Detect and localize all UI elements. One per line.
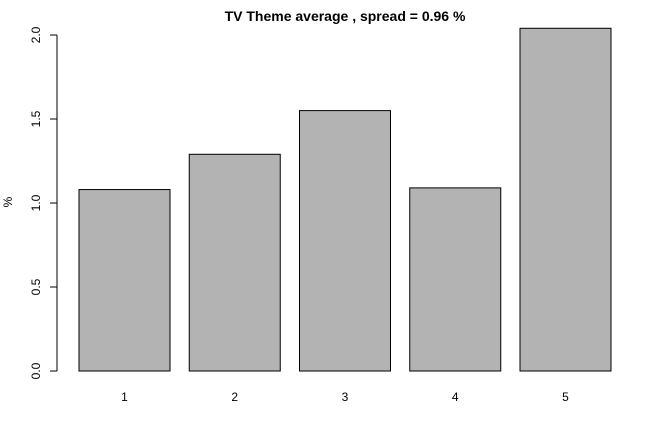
bar-5 bbox=[519, 27, 612, 372]
x-axis-tick-label: 3 bbox=[342, 390, 349, 404]
bar-2 bbox=[188, 153, 281, 372]
x-axis-tick-label: 4 bbox=[452, 390, 459, 404]
y-axis-tick-label: 0.5 bbox=[29, 278, 43, 295]
bar-4 bbox=[409, 187, 502, 372]
chart-title: TV Theme average , spread = 0.96 % bbox=[225, 8, 466, 24]
y-axis-tick-label: 1.5 bbox=[29, 110, 43, 127]
y-axis: 0.0 0.5 1.0 1.5 2.0 bbox=[29, 26, 58, 379]
x-axis-tick-label: 5 bbox=[562, 390, 569, 404]
y-axis-tick-label: 1.0 bbox=[29, 194, 43, 211]
y-axis-label: % bbox=[1, 196, 15, 207]
y-axis-tick-label: 0.0 bbox=[29, 362, 43, 379]
bar-1 bbox=[78, 189, 171, 372]
bars-group bbox=[78, 27, 612, 372]
bar-3 bbox=[299, 110, 391, 372]
x-axis-tick-labels: 1 2 3 4 5 bbox=[121, 390, 569, 404]
x-axis-tick-label: 1 bbox=[121, 390, 128, 404]
y-axis-tick-label: 2.0 bbox=[29, 26, 43, 43]
x-axis-tick-label: 2 bbox=[231, 390, 238, 404]
